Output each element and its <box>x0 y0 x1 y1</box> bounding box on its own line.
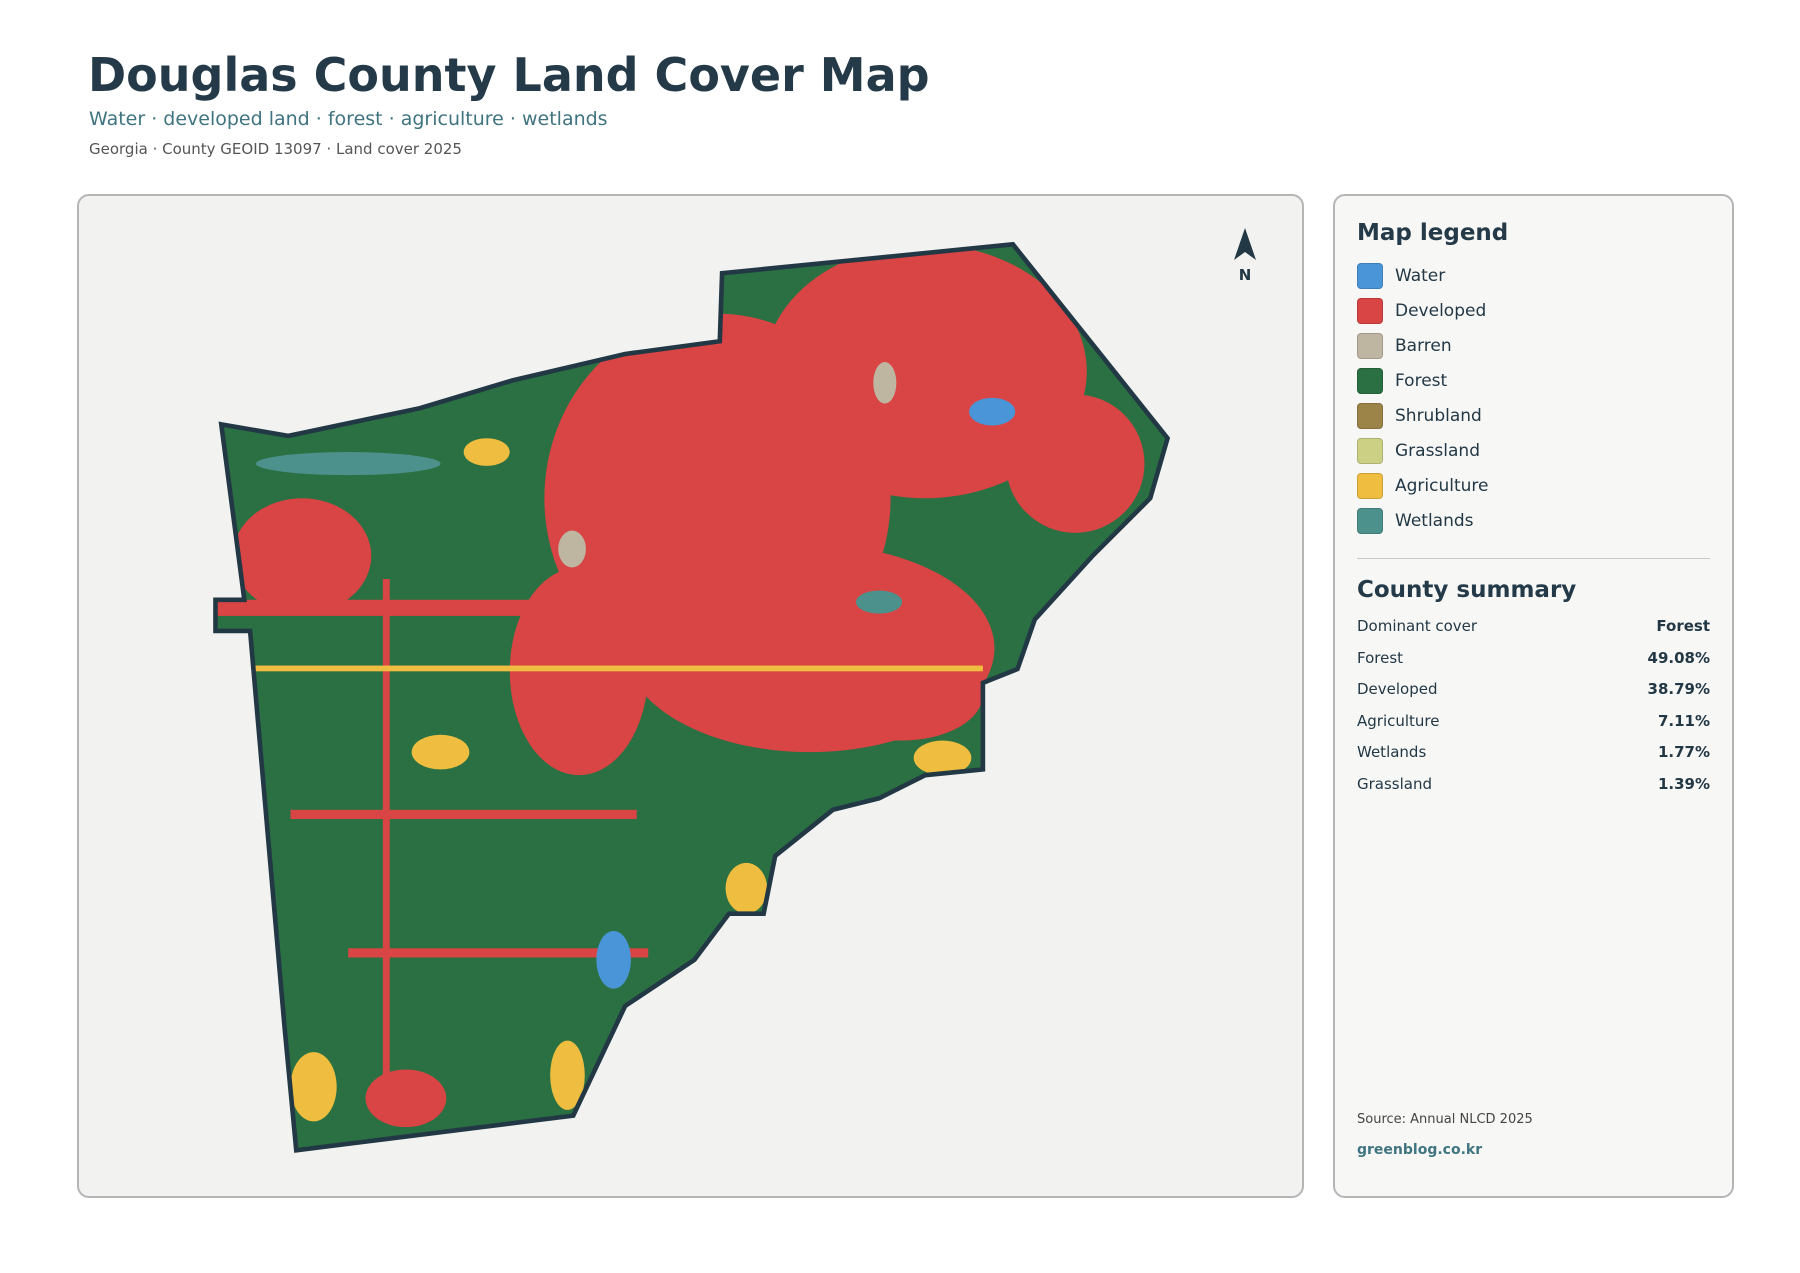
legend-item: Wetlands <box>1357 503 1710 538</box>
summary-label: Grassland <box>1357 774 1432 793</box>
summary-row: Developed 38.79% <box>1357 680 1710 712</box>
legend-label: Barren <box>1395 335 1452 356</box>
meta: Georgia · County GEOID 13097 · Land cove… <box>89 140 462 158</box>
summary-row: Forest 49.08% <box>1357 649 1710 681</box>
summary-value: 49.08% <box>1647 648 1710 667</box>
legend-item: Agriculture <box>1357 468 1710 503</box>
legend-swatch <box>1357 472 1383 499</box>
summary-label: Developed <box>1357 680 1438 698</box>
credit: greenblog.co.kr <box>1357 1142 1483 1158</box>
legend-swatch <box>1357 367 1383 394</box>
legend-item: Barren <box>1357 328 1710 363</box>
summary-value: 1.77% <box>1657 743 1710 761</box>
legend-swatch <box>1357 437 1383 464</box>
legend-item: Forest <box>1357 363 1710 398</box>
legend-item: Shrubland <box>1357 398 1710 433</box>
legend-item: Water <box>1357 258 1710 293</box>
north-arrow <box>1234 228 1256 260</box>
legend-label: Water <box>1395 265 1446 286</box>
legend-item: Grassland <box>1357 433 1710 468</box>
summary-row: Dominant cover Forest <box>1357 617 1710 649</box>
legend-swatch <box>1357 332 1383 359</box>
summary-row: Grassland 1.39% <box>1357 775 1710 807</box>
summary-value: 7.11% <box>1657 711 1710 730</box>
legend-swatch <box>1357 297 1383 324</box>
legend-label: Wetlands <box>1395 510 1474 531</box>
side-panel: Map legend Water Developed Barren Forest Shr… <box>1333 194 1734 1198</box>
summary-value: 1.39% <box>1657 774 1710 793</box>
summary-row: Wetlands 1.77% <box>1357 743 1710 775</box>
map: N <box>79 228 1256 1196</box>
county <box>175 233 1214 1179</box>
legend-item: Developed <box>1357 293 1710 328</box>
source: Source: Annual NLCD 2025 <box>1357 1112 1533 1127</box>
legend-title: Map legend <box>1357 220 1509 246</box>
summary-label: Dominant cover <box>1357 617 1478 635</box>
subtitle: Water · developed land · forest · agricu… <box>89 108 608 130</box>
summary-value: Forest <box>1656 617 1710 635</box>
map-panel: N <box>77 194 1304 1198</box>
north-label: N <box>1239 266 1252 284</box>
legend-label: Developed <box>1395 300 1487 321</box>
summary-label: Forest <box>1357 648 1404 667</box>
summary-row: Agriculture 7.11% <box>1357 712 1710 744</box>
title: Douglas County Land Cover Map <box>88 48 930 102</box>
legend-swatch <box>1357 507 1383 534</box>
summary-title: County summary <box>1357 577 1577 603</box>
summary-label: Agriculture <box>1357 711 1440 730</box>
summary: Dominant cover Forest Forest 49.08% Develope… <box>1357 617 1710 806</box>
divider <box>1357 558 1710 559</box>
legend-label: Grassland <box>1395 440 1480 461</box>
legend-label: Forest <box>1395 370 1448 391</box>
legend-label: Agriculture <box>1395 475 1489 496</box>
summary-value: 38.79% <box>1647 680 1710 698</box>
summary-label: Wetlands <box>1357 743 1427 761</box>
legend-swatch <box>1357 262 1383 289</box>
legend-swatch <box>1357 402 1383 429</box>
legend: Water Developed Barren Forest Shrubland Grass… <box>1357 258 1710 538</box>
legend-label: Shrubland <box>1395 405 1482 426</box>
